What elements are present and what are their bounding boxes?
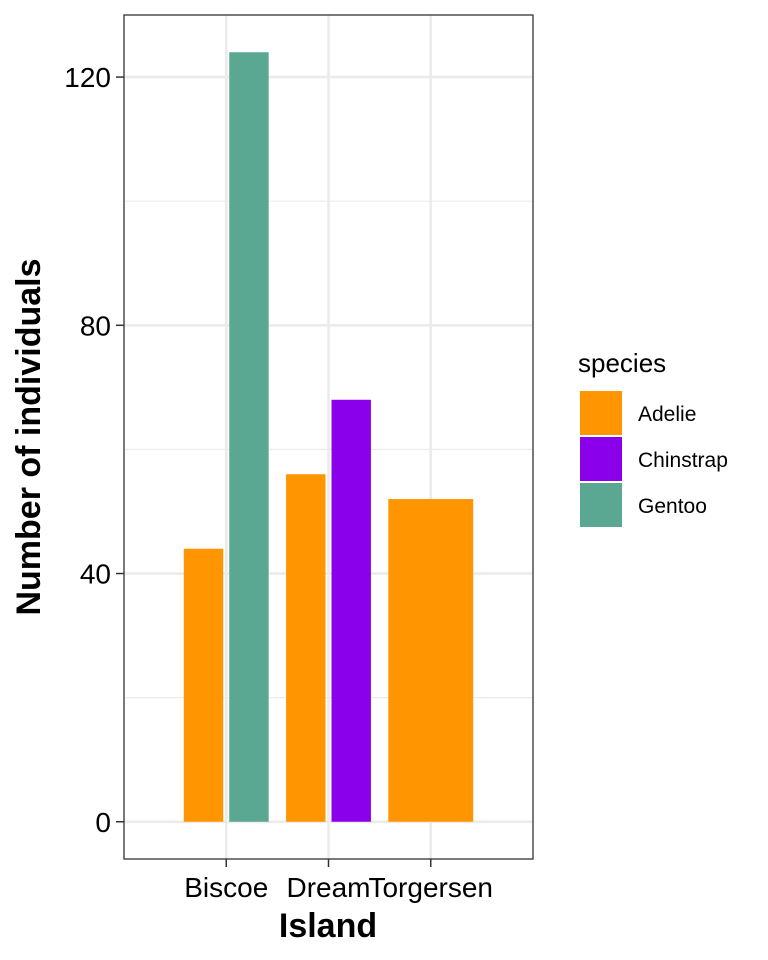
- legend-title: species: [578, 348, 666, 378]
- y-tick-label: 120: [64, 62, 111, 93]
- legend-key-chinstrap: [580, 437, 622, 481]
- bar-biscoe-gentoo: [229, 52, 269, 822]
- legend-key-adelie: [580, 391, 622, 435]
- x-tick-label-biscoe: Biscoe: [184, 872, 268, 903]
- x-tick-label-torgersen: Torgersen: [368, 872, 493, 903]
- y-axis: 0 40 80 120: [64, 62, 124, 838]
- legend-label-chinstrap: Chinstrap: [638, 449, 728, 472]
- x-axis-title: Island: [279, 907, 377, 945]
- bar-dream-chinstrap: [331, 399, 371, 822]
- legend: species Adelie Chinstrap Gentoo: [578, 348, 728, 527]
- x-tick-label-dream: Dream: [286, 872, 370, 903]
- y-axis-title: Number of individuals: [10, 258, 48, 615]
- legend-key-gentoo: [580, 483, 622, 527]
- bar-biscoe-adelie: [183, 548, 224, 822]
- y-tick-label: 80: [80, 310, 111, 341]
- legend-label-adelie: Adelie: [638, 403, 696, 426]
- bar-dream-adelie: [286, 474, 326, 822]
- y-tick-label: 40: [80, 559, 111, 590]
- bar-torgersen-adelie: [388, 499, 474, 822]
- legend-label-gentoo: Gentoo: [638, 495, 707, 518]
- bars: [183, 52, 474, 822]
- y-tick-label: 0: [95, 807, 111, 838]
